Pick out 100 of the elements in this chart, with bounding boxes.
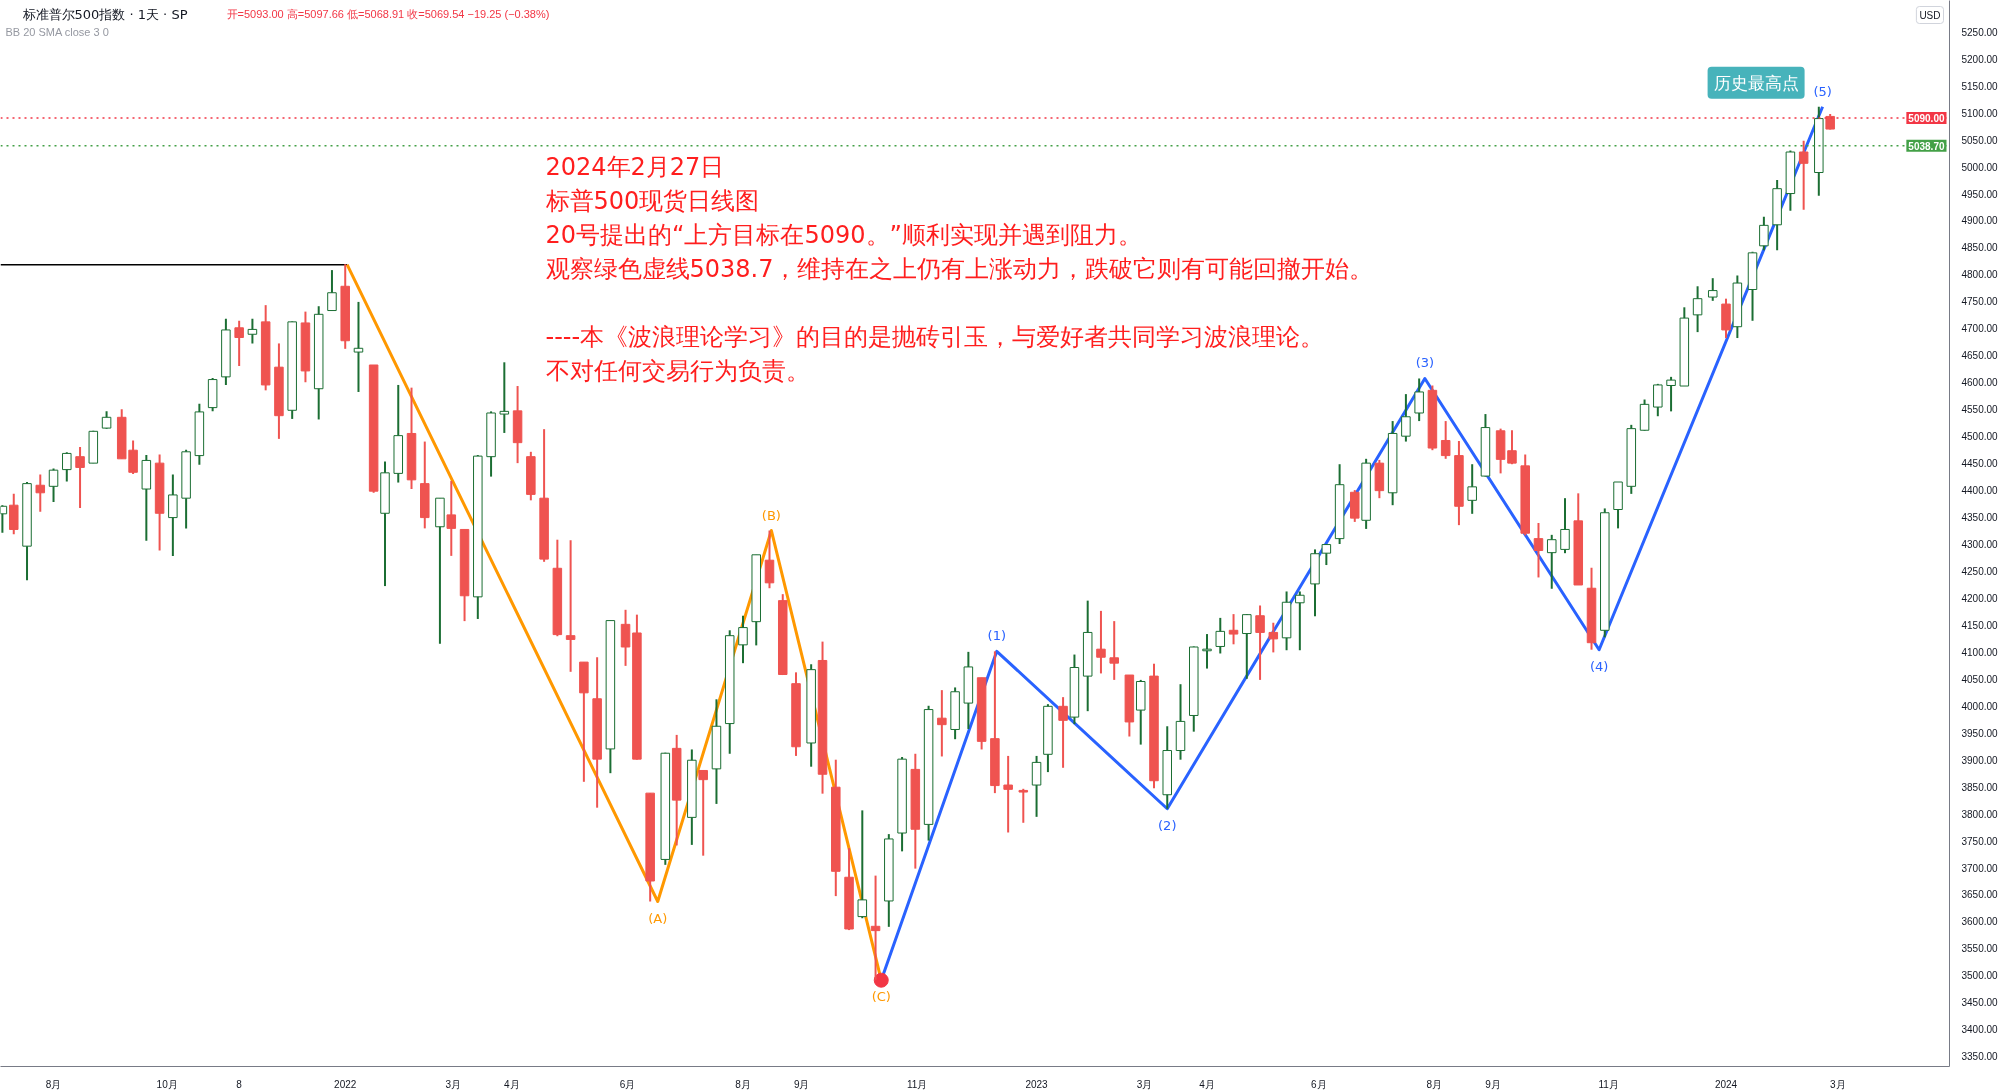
- y-tick-label: 4450.00: [1961, 458, 1999, 470]
- y-tick-label: 5000.00: [1961, 161, 1999, 173]
- y-tick-label: 5250.00: [1961, 26, 1999, 38]
- ref-line-label: 5038.70: [1908, 140, 1945, 152]
- candlestick: [1414, 377, 1424, 423]
- text: 开=5093.00 高=5097.66 低=5068.91 收=5069.54 −19.25 (−0.38%): [226, 7, 550, 20]
- annotation: 历史最高点: [1713, 72, 1799, 93]
- annotation: 观察绿色虚线5038.7，维持在之上仍有上涨动力，跌破它则有可能回撤开始。: [545, 254, 1374, 283]
- candlestick: [234, 319, 244, 368]
- annotation: (1): [987, 628, 1006, 644]
- annotation: (C): [871, 989, 891, 1005]
- candlestick: [1031, 754, 1042, 818]
- y-tick-label: 4100.00: [1961, 646, 1999, 658]
- x-tick-label: 2023: [1025, 1078, 1049, 1090]
- candlestick: [857, 809, 868, 920]
- y-tick-label: 3500.00: [1961, 970, 1999, 982]
- y-tick-label: 3700.00: [1961, 862, 1999, 874]
- x-tick-label: 11月: [907, 1078, 928, 1090]
- text: 标准普尔500指数 · 1天 · SP: [21, 6, 188, 22]
- y-tick-label: 3350.00: [1961, 1051, 1999, 1063]
- y-tick-label: 4800.00: [1961, 269, 1999, 281]
- x-tick-label: 3月: [1829, 1078, 1846, 1090]
- candlestick: [1546, 533, 1557, 590]
- annotation: (3): [1415, 355, 1435, 371]
- annotation: (B): [761, 507, 781, 523]
- annotation: BB 20 SMA close 3 0: [5, 25, 109, 38]
- candlestick: [1440, 420, 1451, 460]
- x-tick-label: 2024: [1714, 1078, 1738, 1090]
- candlestick: [1018, 787, 1029, 824]
- candlestick: [1215, 616, 1226, 655]
- y-tick-label: 4700.00: [1961, 323, 1999, 335]
- y-tick-label: 3600.00: [1961, 916, 1999, 928]
- candlestick: [937, 689, 947, 758]
- y-tick-label: 3850.00: [1961, 781, 1999, 793]
- x-tick-label: 8: [236, 1078, 243, 1090]
- y-tick-label: 5200.00: [1961, 53, 1999, 65]
- candlestick: [1109, 620, 1119, 681]
- candlestick: [48, 467, 59, 503]
- y-tick-label: 5100.00: [1961, 107, 1999, 119]
- x-tick-label: 8月: [1426, 1078, 1443, 1090]
- annotation: (2): [1158, 817, 1177, 833]
- candlestick: [1321, 543, 1332, 567]
- y-tick-label: 3800.00: [1961, 808, 1999, 820]
- y-tick-label: 3750.00: [1961, 835, 1999, 847]
- candlestick: [1653, 382, 1663, 418]
- x-tick-label: 10月: [156, 1078, 178, 1090]
- x-tick-label: 2022: [334, 1078, 357, 1090]
- y-tick-label: 3400.00: [1961, 1024, 1999, 1036]
- y-tick-label: 4500.00: [1961, 431, 1999, 443]
- y-tick-label: 3950.00: [1961, 727, 1999, 739]
- candlestick: [1242, 613, 1252, 680]
- annotation: 20号提出的“上方目标在5090。”顺利实现并遇到阻力。: [545, 220, 1142, 249]
- candlestick: [499, 361, 510, 434]
- candlestick: [1560, 497, 1570, 555]
- y-tick-label: 4000.00: [1961, 700, 1999, 712]
- y-tick-label: 4950.00: [1961, 188, 1999, 200]
- x-tick-label: 9月: [1485, 1078, 1501, 1090]
- annotation: (4): [1589, 658, 1609, 674]
- y-tick-label: 4850.00: [1961, 242, 1999, 254]
- candlestick: [870, 874, 881, 981]
- candlestick: [620, 608, 631, 667]
- annotation: USD: [1919, 9, 1941, 21]
- candlestick: [1295, 590, 1305, 652]
- candlestick: [327, 269, 337, 312]
- y-tick-label: 3550.00: [1961, 943, 1999, 955]
- x-tick-label: 11月: [1598, 1078, 1619, 1090]
- annotation: 2024年2月27日: [545, 152, 725, 181]
- candlestick: [738, 614, 748, 665]
- candlestick: [1692, 285, 1703, 334]
- candlestick: [62, 451, 72, 483]
- x-tick-label: 3月: [1136, 1078, 1153, 1090]
- x-tick-label: 3月: [445, 1078, 461, 1090]
- candlestick: [698, 769, 708, 857]
- candlestick: [1666, 375, 1676, 413]
- y-tick-label: 4600.00: [1961, 377, 1999, 389]
- candlestick: [1707, 277, 1718, 302]
- candlestick: [1401, 393, 1411, 443]
- y-tick-label: 3900.00: [1961, 754, 1999, 766]
- annotation: (5): [1813, 83, 1832, 99]
- annotation: (A): [648, 910, 668, 926]
- y-tick-label: 4900.00: [1961, 215, 1999, 227]
- x-tick-label: 8月: [45, 1078, 62, 1090]
- candlestick: [1003, 754, 1013, 834]
- candlestick: [1058, 696, 1068, 769]
- candlestick: [565, 539, 576, 673]
- y-tick-label: 4300.00: [1961, 539, 1999, 551]
- y-tick-label: 4550.00: [1961, 404, 1999, 416]
- candlestick: [75, 445, 85, 509]
- candlestick: [353, 300, 364, 393]
- y-tick-label: 4350.00: [1961, 512, 1999, 524]
- ref-line-label: 5090.00: [1908, 113, 1945, 125]
- annotation: 不对任何交易行为负责。: [545, 356, 810, 385]
- candlestick: [1759, 215, 1769, 252]
- y-tick-label: 4750.00: [1961, 296, 1999, 308]
- candlestick: [446, 479, 457, 557]
- x-tick-label: 6月: [619, 1078, 636, 1090]
- candlestick: [1228, 613, 1239, 646]
- x-tick-label: 9月: [793, 1078, 810, 1090]
- y-tick-label: 5150.00: [1961, 80, 1999, 92]
- candlestick: [1096, 609, 1106, 675]
